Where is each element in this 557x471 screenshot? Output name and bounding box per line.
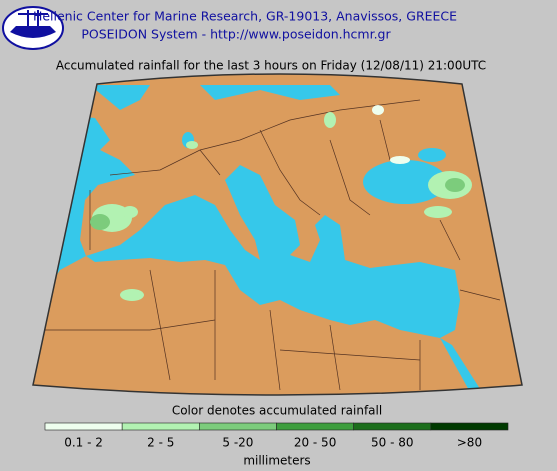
- legend: 0.1 - 2 2 - 5 5 -20 20 - 50 50 - 80 >80: [44, 422, 509, 450]
- legend-swatch: [199, 422, 277, 431]
- borders: [40, 99, 501, 391]
- rain-patches: [90, 105, 472, 301]
- legend-label: 20 - 50: [294, 436, 337, 450]
- rain-patch: [390, 156, 410, 164]
- map: [32, 73, 523, 396]
- legend-unit: millimeters: [243, 454, 310, 468]
- legend-label: 50 - 80: [371, 436, 414, 450]
- legend-title: Color denotes accumulated rainfall: [172, 404, 382, 418]
- rain-patch: [445, 178, 465, 192]
- rain-patch: [324, 112, 336, 128]
- map-title: Accumulated rainfall for the last 3 hour…: [56, 59, 486, 73]
- rain-patch: [90, 214, 110, 230]
- map-frame: [32, 73, 523, 396]
- rain-patch: [424, 206, 452, 218]
- legend-swatch: [430, 422, 509, 431]
- legend-label: 0.1 - 2: [64, 436, 103, 450]
- legend-swatch: [44, 422, 123, 431]
- header-line: Hellenic Center for Marine Research, GR-…: [33, 9, 457, 24]
- rain-patch: [186, 141, 198, 149]
- legend-label: 2 - 5: [147, 436, 174, 450]
- legend-label: >80: [457, 436, 482, 450]
- rain-patch: [372, 105, 384, 115]
- rain-patch: [120, 289, 144, 301]
- header-line: POSEIDON System - http://www.poseidon.hc…: [81, 27, 391, 42]
- rain-patch: [122, 206, 138, 218]
- legend-swatch: [353, 422, 432, 431]
- legend-swatch: [121, 422, 200, 431]
- legend-label: 5 -20: [222, 436, 253, 450]
- logo: [2, 6, 64, 50]
- legend-swatch: [276, 422, 354, 431]
